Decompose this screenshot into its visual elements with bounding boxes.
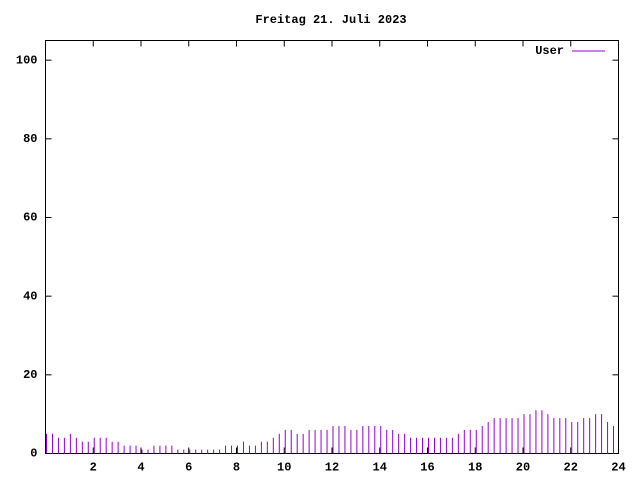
x-tick-label: 12 xyxy=(325,461,339,475)
y-tick-label: 0 xyxy=(30,447,37,461)
plot-frame xyxy=(45,40,619,454)
x-tick-label: 16 xyxy=(420,461,434,475)
y-tick-label: 100 xyxy=(16,53,38,67)
x-tick-label: 8 xyxy=(233,461,240,475)
y-tick-label: 40 xyxy=(23,289,37,303)
y-tick-label: 80 xyxy=(23,132,37,146)
x-tick-label: 10 xyxy=(277,461,291,475)
x-tick-label: 18 xyxy=(468,461,482,475)
x-tick-label: 24 xyxy=(611,461,625,475)
x-tick-label: 4 xyxy=(137,461,144,475)
x-tick-label: 6 xyxy=(185,461,192,475)
y-tick-label: 20 xyxy=(23,368,37,382)
x-tick-label: 22 xyxy=(564,461,578,475)
x-tick-label: 20 xyxy=(516,461,530,475)
x-tick-label: 2 xyxy=(90,461,97,475)
y-tick-label: 60 xyxy=(23,211,37,225)
legend-label: User xyxy=(535,44,564,58)
chart-title: Freitag 21. Juli 2023 xyxy=(255,13,406,27)
x-tick-label: 14 xyxy=(373,461,387,475)
